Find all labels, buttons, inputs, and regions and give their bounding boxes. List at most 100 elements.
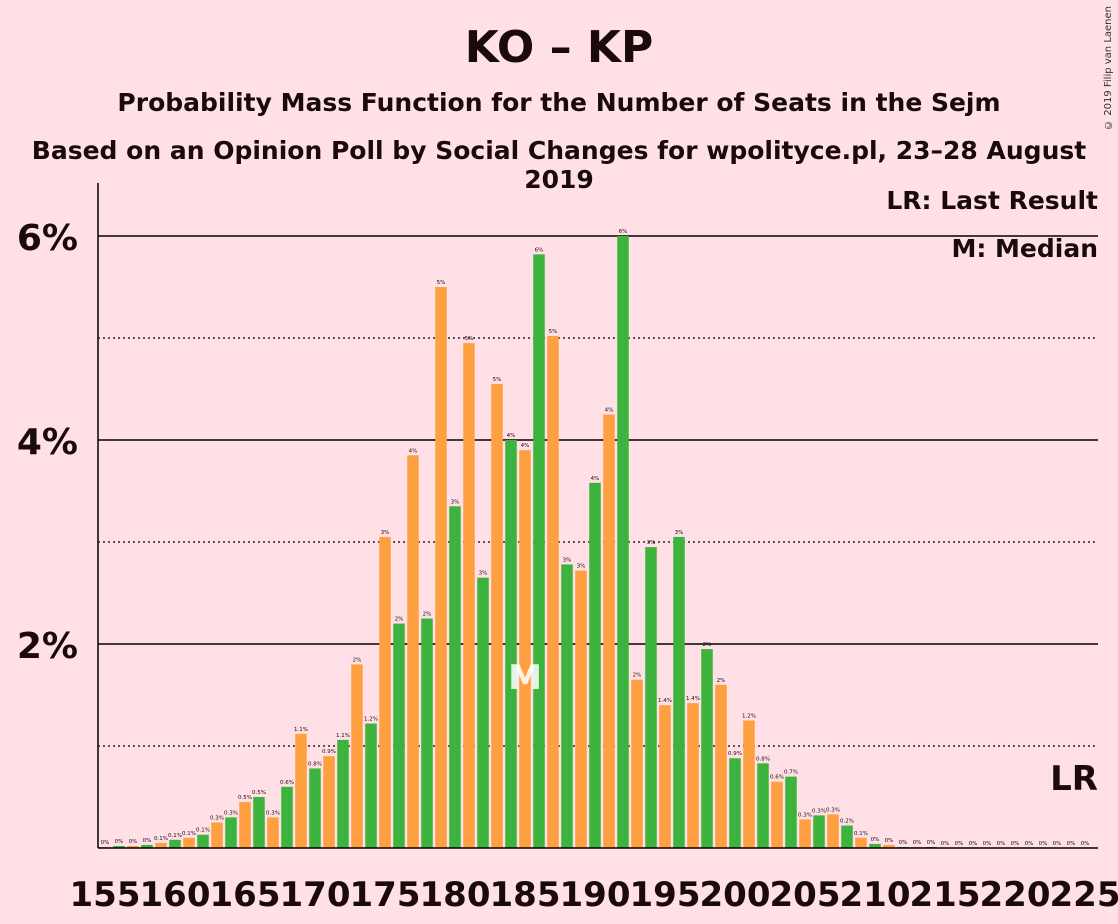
- bar-159: [155, 842, 167, 848]
- bar-163: [211, 822, 223, 848]
- bar-label-212: 0%: [899, 840, 908, 846]
- bar-179: [435, 287, 447, 848]
- bar-label-172: 1.1%: [336, 733, 350, 739]
- bar-labels: 0% 0% 0% 0% 0.1%0.1% 0.1%0.1%0.3%0.3%0.5%0.5%…: [101, 229, 1090, 847]
- bar-211: [883, 844, 895, 848]
- bar-206: [813, 815, 825, 848]
- bar-161: [183, 837, 195, 848]
- bar-207: [827, 814, 839, 848]
- x-tick-label: 165: [210, 875, 281, 915]
- bar-176: [393, 623, 405, 848]
- bar-171: [323, 756, 335, 848]
- bar-168: [281, 786, 293, 848]
- bar-label-158: 0%: [143, 838, 152, 844]
- x-tick-label: 225: [1050, 875, 1118, 915]
- bar-label-223: 0%: [1053, 841, 1062, 847]
- bar-label-207: 0.3%: [826, 807, 840, 813]
- bar-label-218: 0%: [983, 841, 992, 847]
- bar-label-222: 0%: [1039, 841, 1048, 847]
- bar-label-175: 3%: [381, 530, 390, 536]
- bar-label-210: 0%: [871, 837, 880, 843]
- chart-subtitle: Probability Mass Function for the Number…: [117, 88, 1001, 117]
- bar-202: [757, 763, 769, 848]
- bar-label-219: 0%: [997, 841, 1006, 847]
- bar-191: [603, 414, 615, 848]
- bar-164: [225, 817, 237, 848]
- bar-185: [519, 450, 531, 848]
- bar-166: [253, 797, 265, 848]
- bar-187: [547, 335, 559, 849]
- bar-label-208: 0.2%: [840, 819, 854, 825]
- bar-197: [687, 703, 699, 848]
- bar-label-169: 1.1%: [294, 727, 308, 733]
- bar-label-211: 0%: [885, 838, 894, 844]
- y-tick-label: 4%: [17, 422, 78, 463]
- bar-label-179: 5%: [437, 280, 446, 286]
- y-tick-label: 6%: [17, 218, 78, 259]
- bar-label-177: 4%: [409, 448, 418, 454]
- bar-label-193: 2%: [633, 673, 642, 679]
- bar-189: [575, 570, 587, 848]
- bar-181: [463, 343, 475, 848]
- bar-label-160: 0.1%: [168, 833, 182, 839]
- bar-157: [127, 845, 139, 848]
- x-tick-label: 185: [490, 875, 561, 915]
- axes: 2% 4% 6% M 155 160 165 170 175 180 185 190 195 200 205…: [17, 183, 1118, 915]
- bar-188: [561, 564, 573, 848]
- bar-192: [617, 236, 629, 848]
- bar-label-190: 4%: [591, 476, 600, 482]
- bar-210: [869, 843, 881, 848]
- bar-201: [743, 720, 755, 848]
- x-tick-label: 220: [980, 875, 1051, 915]
- bar-label-157: 0%: [129, 839, 138, 845]
- bar-165: [239, 802, 251, 848]
- x-tick-label: 210: [840, 875, 911, 915]
- bar-198: [701, 649, 713, 848]
- bar-195: [659, 705, 671, 848]
- bar-190: [589, 482, 601, 848]
- bar-204: [785, 776, 797, 848]
- bar-label-198: 2%: [703, 642, 712, 648]
- bar-172: [337, 739, 349, 848]
- bar-label-195: 1.4%: [658, 698, 672, 704]
- bar-label-216: 0%: [955, 841, 964, 847]
- bar-label-214: 0%: [927, 840, 936, 846]
- bar-label-181: 5%: [465, 336, 474, 342]
- bar-label-178: 2%: [423, 612, 432, 618]
- bar-156: [113, 845, 125, 848]
- bar-label-166: 0.5%: [252, 790, 266, 796]
- bar-label-167: 0.3%: [266, 810, 280, 816]
- bar-label-215: 0%: [941, 841, 950, 847]
- bar-label-173: 2%: [353, 657, 362, 663]
- bar-180: [449, 506, 461, 848]
- x-tick-label: 200: [700, 875, 771, 915]
- x-tick-label: 175: [350, 875, 421, 915]
- bar-178: [421, 618, 433, 848]
- median-marker: M: [508, 658, 542, 698]
- bar-199: [715, 684, 727, 848]
- bar-label-182: 3%: [479, 571, 488, 577]
- bar-196: [673, 536, 685, 848]
- bar-label-170: 0.8%: [308, 761, 322, 767]
- bar-label-186: 6%: [535, 247, 544, 253]
- bar-158: [141, 844, 153, 848]
- bar-label-197: 1.4%: [686, 696, 700, 702]
- chart-title: KO – KP: [464, 22, 654, 73]
- x-tick-label: 215: [910, 875, 981, 915]
- bar-label-213: 0%: [913, 840, 922, 846]
- legend-item: LR: Last Result: [886, 186, 1098, 215]
- x-tick-label: 205: [770, 875, 841, 915]
- bar-177: [407, 455, 419, 848]
- bar-label-162: 0.1%: [196, 828, 210, 834]
- bar-label-176: 2%: [395, 617, 404, 623]
- bar-173: [351, 664, 363, 848]
- x-tick-label: 195: [630, 875, 701, 915]
- bar-label-155: 0%: [101, 840, 110, 846]
- bar-203: [771, 781, 783, 848]
- bar-label-188: 3%: [563, 557, 572, 563]
- bar-label-209: 0.1%: [854, 831, 868, 837]
- bar-184: [505, 440, 517, 848]
- bar-label-201: 1.2%: [742, 714, 756, 720]
- bar-182: [477, 577, 489, 848]
- bar-label-174: 1.2%: [364, 717, 378, 723]
